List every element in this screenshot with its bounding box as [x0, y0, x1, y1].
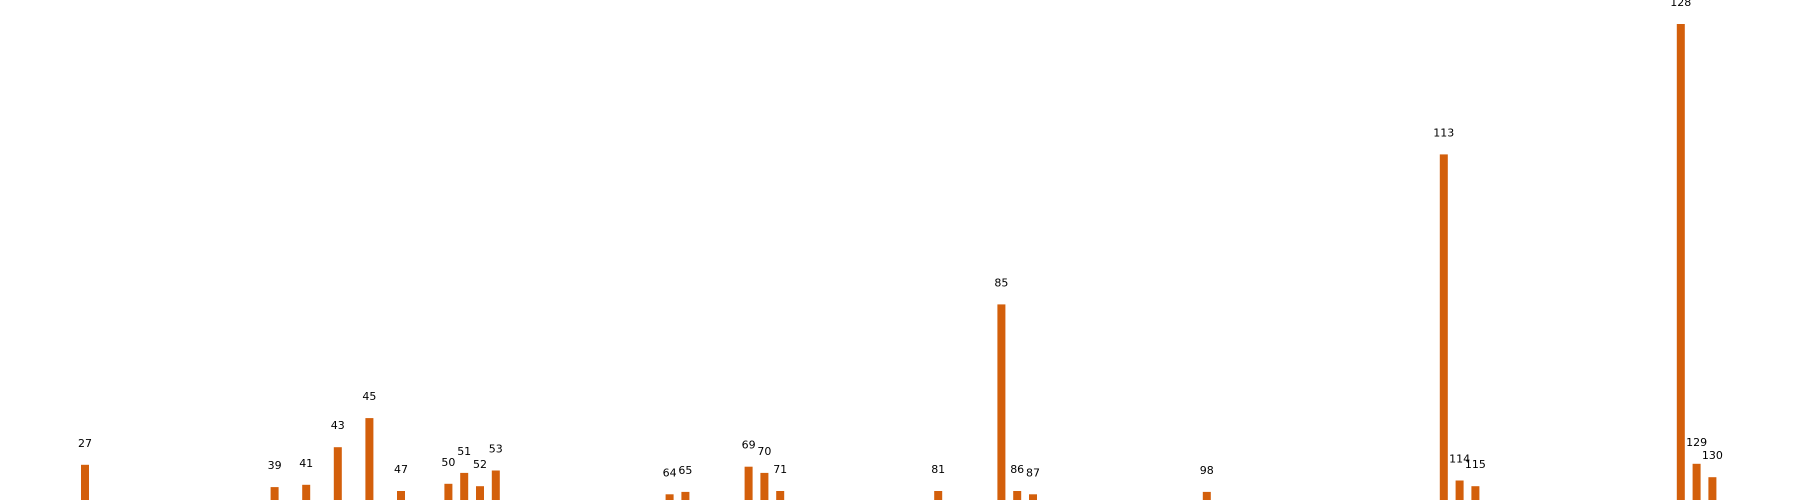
bar-label-113: 113	[1433, 126, 1454, 139]
bar-label-45: 45	[362, 390, 376, 403]
bar-label-65: 65	[678, 464, 692, 477]
bar-label-87: 87	[1026, 466, 1040, 479]
bar-114	[1455, 480, 1464, 500]
bar-52	[476, 486, 484, 500]
bar-label-85: 85	[994, 276, 1008, 289]
bar-86	[1013, 491, 1022, 500]
bar-128	[1676, 24, 1685, 500]
bar-41	[302, 484, 311, 500]
bar-label-69: 69	[742, 439, 756, 452]
bar-43	[333, 447, 342, 500]
bar-series	[81, 24, 1717, 500]
bar-85	[997, 304, 1006, 500]
bar-label-27: 27	[78, 437, 92, 450]
bar-label-53: 53	[489, 443, 503, 456]
bar-label-86: 86	[1010, 463, 1024, 476]
bar-label-70: 70	[757, 445, 771, 458]
bar-70	[760, 472, 769, 500]
bar-label-47: 47	[394, 463, 408, 476]
bar-71	[776, 491, 785, 500]
bar-label-128: 128	[1670, 0, 1691, 9]
bar-47	[397, 491, 405, 500]
bar-113	[1439, 154, 1448, 500]
bar-98	[1202, 491, 1211, 500]
bar-label-98: 98	[1200, 464, 1214, 477]
bar-130	[1708, 477, 1717, 500]
bar-27	[81, 464, 89, 500]
bar-69	[744, 466, 753, 500]
bar-64	[665, 494, 674, 500]
bar-label-71: 71	[773, 463, 787, 476]
bar-39	[270, 487, 279, 500]
bar-129	[1692, 463, 1701, 500]
bar-label-64: 64	[663, 466, 677, 479]
bar-51	[460, 472, 469, 500]
bar-50	[444, 483, 453, 500]
bar-label-41: 41	[299, 457, 313, 470]
bar-label-81: 81	[931, 463, 945, 476]
bar-45	[365, 418, 374, 500]
bar-label-114: 114	[1449, 453, 1470, 466]
bar-65	[681, 491, 690, 500]
bar-81	[934, 491, 943, 500]
bar-label-129: 129	[1686, 436, 1707, 449]
bar-label-39: 39	[268, 459, 282, 472]
bar-53	[491, 470, 500, 500]
bar-87	[1029, 494, 1037, 500]
bar-label-115: 115	[1465, 458, 1486, 471]
bar-label-43: 43	[331, 419, 345, 432]
bar-label-50: 50	[441, 456, 455, 469]
bar-115	[1471, 486, 1480, 500]
bar-label-52: 52	[473, 458, 487, 471]
bar-label-51: 51	[457, 445, 471, 458]
bar-label-130: 130	[1702, 449, 1723, 462]
